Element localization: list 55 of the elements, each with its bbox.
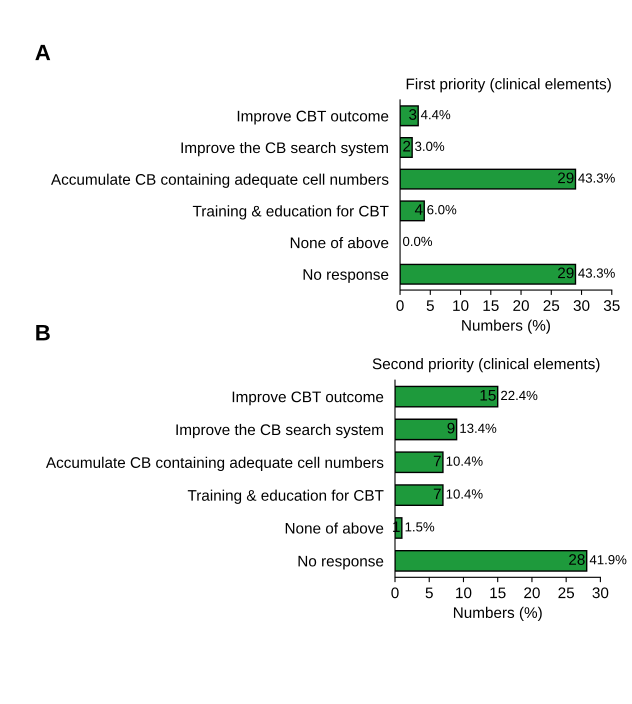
data-label: 9	[447, 422, 455, 434]
y-tick-label: Improve the CB search system	[182, 142, 388, 156]
annotation: 1.5%	[406, 522, 434, 532]
annotation: 41.9%	[590, 555, 626, 564]
data-label: 3	[409, 109, 416, 120]
y-tick-label: Training & education for CBT	[188, 490, 384, 504]
data-label: 2	[403, 140, 410, 152]
x-tick-label: 25	[544, 300, 560, 311]
annotation: 43.3%	[578, 268, 615, 278]
annotation: 43.3%	[578, 173, 615, 183]
text: A	[35, 44, 50, 60]
x-tick-label: 10	[453, 300, 468, 311]
data-label: 15	[480, 390, 496, 401]
y-tick-label: None of above	[286, 522, 384, 534]
y-tick-label: Improve CBT outcome	[238, 110, 388, 125]
x-axis-title: Numbers (%)	[462, 320, 550, 334]
annotation: 10.4%	[446, 456, 483, 466]
y-tick-label: Improve the CB search system	[176, 424, 383, 438]
annotation: 22.4%	[501, 390, 538, 400]
data-label: 28	[569, 554, 585, 565]
x-tick-label: 5	[426, 588, 433, 598]
data-label: 7	[434, 456, 441, 466]
x-axis-title: Numbers (%)	[454, 606, 542, 622]
x-tick-label: 25	[558, 587, 574, 598]
data-label: 7	[434, 488, 441, 500]
x-tick-label: 10	[456, 587, 472, 598]
x-tick-label: 0	[396, 300, 404, 311]
annotation: 10.4%	[446, 489, 483, 499]
x-tick-label: 30	[592, 587, 608, 598]
y-tick-label: Training & education for CBT	[192, 205, 389, 220]
x-tick-label: 20	[513, 300, 529, 311]
data-label: 29	[558, 172, 574, 184]
annotation: 3.0%	[415, 142, 444, 152]
x-tick-label: 0	[391, 587, 399, 598]
y-tick-label: None of above	[290, 236, 388, 248]
data-label: 29	[558, 267, 574, 278]
x-tick-label: 30	[574, 300, 590, 311]
x-tick-label: 15	[483, 300, 499, 311]
y-tick-label: Improve CBT outcome	[232, 391, 384, 406]
y-tick-label: No response	[298, 556, 384, 570]
annotation: 4.4%	[420, 110, 450, 120]
x-tick-label: 20	[524, 587, 540, 598]
x-tick-label: 15	[490, 588, 506, 598]
data-label: 4	[414, 204, 423, 215]
x-tick-label: 35	[604, 300, 620, 311]
y-tick-label: Accumulate CB containing adequate cell numbers	[46, 456, 384, 471]
y-tick-label: No response	[304, 269, 388, 283]
annotation: 0.0%	[402, 236, 432, 246]
chart-subtitle: Second priority (clinical elements)	[372, 358, 600, 372]
annotation: 6.0%	[427, 205, 456, 214]
chart-subtitle: First priority (clinical elements)	[406, 78, 611, 92]
text: B	[36, 325, 50, 340]
x-tick-label: 5	[426, 300, 434, 311]
y-tick-label: Accumulate CB containing adequate cell numbers	[50, 174, 388, 188]
annotation: 13.4%	[460, 424, 496, 433]
